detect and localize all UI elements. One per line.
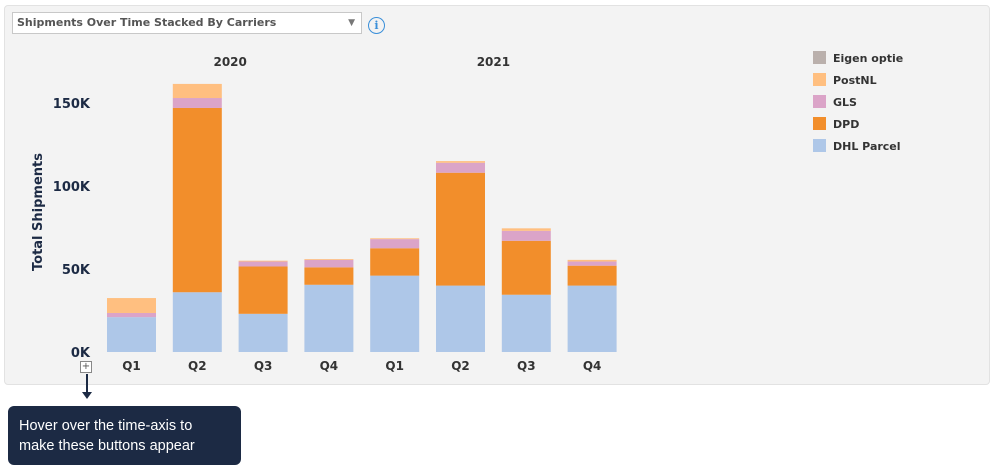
y-tick-label: 0K	[71, 346, 91, 361]
bar-segment-gls	[436, 162, 485, 173]
bar-segment-dpd	[501, 240, 551, 295]
bar-segment-dpd	[370, 248, 420, 276]
bar-segment-gls	[370, 239, 420, 249]
legend-label: Eigen optie	[833, 52, 903, 65]
bar-segment-dpd	[436, 172, 485, 286]
bar-segment-postnl	[107, 298, 156, 313]
tooltip-line-2: make these buttons appear	[19, 438, 195, 454]
legend-label: DHL Parcel	[833, 140, 901, 153]
bar-segment-dhl-parcel	[304, 284, 354, 352]
bar-segment-postnl	[501, 228, 551, 231]
arrow-down-icon	[82, 374, 92, 399]
bar-segment-dpd	[304, 267, 354, 285]
legend-swatch	[813, 51, 826, 64]
bar-segment-gls	[304, 259, 354, 268]
bar-segment-postnl	[172, 83, 222, 99]
bar-segment-postnl	[238, 260, 288, 262]
year-group-label: 2020	[213, 55, 246, 69]
x-tick-label: Q1	[385, 359, 404, 373]
x-tick-label: Q3	[254, 359, 273, 373]
bar-segment-dhl-parcel	[370, 275, 420, 352]
bar-segment-postnl	[567, 259, 617, 262]
y-axis-label: Total Shipments	[31, 153, 46, 271]
hint-tooltip: Hover over the time-axis to make these b…	[8, 374, 241, 465]
legend-swatch	[813, 117, 826, 130]
bar-segment-gls	[107, 312, 156, 318]
bar-segment-dhl-parcel	[107, 317, 156, 352]
x-tick-label: Q2	[188, 359, 207, 373]
tooltip-line-1: Hover over the time-axis to	[19, 418, 193, 434]
bar-segment-gls	[567, 261, 617, 266]
bar-segment-dhl-parcel	[238, 313, 288, 352]
legend-label: DPD	[833, 118, 859, 131]
x-tick-label: Q2	[451, 359, 470, 373]
y-tick-label: 150K	[53, 97, 91, 112]
y-tick-label: 100K	[53, 180, 91, 195]
x-tick-label: Q3	[517, 359, 536, 373]
bar-segment-gls	[501, 230, 551, 241]
bar-segment-dpd	[567, 265, 617, 286]
info-icon[interactable]: i	[368, 17, 385, 34]
legend-swatch	[813, 139, 826, 152]
bar-segment-postnl	[304, 259, 354, 260]
bar-segment-gls	[238, 261, 288, 267]
expand-axis-button[interactable]: +	[80, 361, 92, 373]
bar-segment-gls	[172, 98, 222, 108]
chart-type-dropdown[interactable]: Shipments Over Time Stacked By Carriers …	[12, 12, 362, 34]
x-tick-label: Q1	[122, 359, 141, 373]
legend-swatch	[813, 95, 826, 108]
bar-segment-postnl	[436, 161, 485, 163]
x-tick-label: Q4	[320, 359, 339, 373]
legend-swatch	[813, 73, 826, 86]
year-group-label: 2021	[477, 55, 510, 69]
x-tick-label: Q4	[583, 359, 602, 373]
chart-panel	[4, 5, 990, 385]
bar-segment-dpd	[238, 266, 288, 314]
bar-segment-dhl-parcel	[567, 285, 617, 352]
bar-segment-dpd	[172, 107, 222, 293]
y-tick-label: 50K	[62, 263, 91, 278]
bar-segment-dhl-parcel	[172, 292, 222, 352]
legend-label: PostNL	[833, 74, 877, 87]
bar-segment-dhl-parcel	[436, 285, 485, 352]
dropdown-selected-label: Shipments Over Time Stacked By Carriers	[17, 16, 277, 29]
bar-segment-dhl-parcel	[501, 294, 551, 352]
chevron-down-icon: ▼	[348, 18, 355, 28]
legend-label: GLS	[833, 96, 857, 109]
bar-segment-postnl	[370, 238, 420, 240]
